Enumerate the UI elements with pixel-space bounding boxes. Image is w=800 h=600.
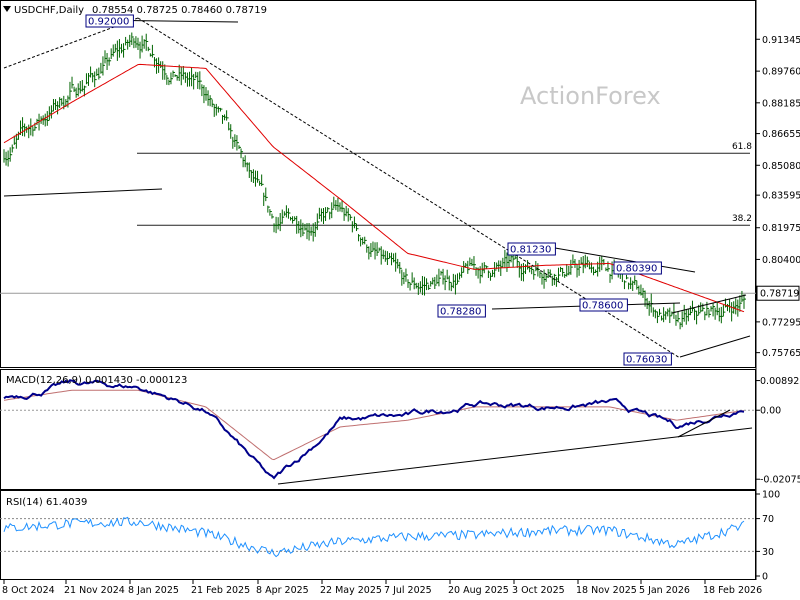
macd-signal-line (3, 389, 745, 461)
rsi-line (3, 516, 745, 558)
price-tick-label: 0.88185 (762, 98, 800, 109)
rsi-tick-label: 0 (762, 572, 768, 583)
level-box (85, 14, 134, 28)
date-tick-label: 18 Feb 2026 (703, 585, 762, 596)
current-price-label: 0.78719 (760, 289, 799, 300)
price-tick-label: 0.75765 (762, 348, 800, 359)
date-tick-label: 8 Apr 2025 (256, 585, 309, 596)
price-tick-label: 0.89760 (762, 67, 800, 78)
price-tick-label: 0.81975 (762, 223, 800, 234)
price-tick-label: 0.77295 (762, 317, 800, 328)
price-layer: 61.8 38.2 0.92000 0.81230 0.80390 0.78280 0.78… (0, 14, 756, 366)
support-line-left (3, 188, 163, 197)
level-box (437, 304, 486, 318)
trendline-main-dashed (137, 17, 681, 359)
macd-layer (0, 379, 756, 485)
macd-line (3, 379, 745, 480)
macd-tick-label: 0.00 (760, 406, 781, 417)
price-panel-frame (0, 0, 756, 368)
ohlc-readout: 0.78554 0.78725 0.78460 0.78719 (92, 5, 267, 16)
rsi-title: RSI(14) 61.4039 (6, 497, 87, 508)
channel-lower (679, 335, 751, 358)
date-tick-label: 8 Oct 2024 (2, 585, 55, 596)
symbol-label: USDCHF,Daily (14, 5, 84, 16)
date-tick-label: 8 Jan 2025 (128, 585, 179, 596)
level-label: 0.81230 (510, 245, 551, 256)
date-tick-label: 21 Feb 2025 (191, 585, 250, 596)
date-tick-label: 18 Nov 2025 (576, 585, 637, 596)
fib-level-label: 61.8 (732, 142, 752, 152)
level-box (623, 352, 672, 366)
date-tick-label: 5 Jan 2026 (639, 585, 690, 596)
date-tick-label: 20 Aug 2025 (448, 585, 509, 596)
rsi-tick-label: 100 (762, 490, 780, 501)
trendline-upper (554, 247, 696, 273)
axis-layer: 0.91345 0.89760 0.88185 0.86655 0.85080 0.835… (2, 35, 800, 596)
price-tick-label: 0.86655 (762, 129, 800, 140)
macd-title: MACD(12,26,9) 0.001430 -0.000123 (6, 375, 187, 386)
rsi-tick-label: 30 (762, 547, 774, 558)
macd-tick-label: -0.020759 (760, 475, 800, 486)
level-box (507, 242, 556, 256)
level-label: 0.78600 (582, 301, 623, 312)
watermark: ActionForex (520, 82, 661, 110)
level-box (579, 298, 628, 312)
date-tick-label: 21 Nov 2024 (64, 585, 125, 596)
macd-tick-label: 0.008923 (760, 376, 800, 387)
level-box (613, 261, 662, 275)
date-tick-label: 22 May 2025 (320, 585, 382, 596)
level-label: 0.92000 (88, 17, 129, 28)
date-tick-label: 7 Jul 2025 (384, 585, 432, 596)
macd-trendline (277, 427, 753, 485)
channel-upper (671, 294, 747, 314)
level-label: 0.78280 (440, 307, 481, 318)
rsi-panel-frame (0, 490, 756, 580)
price-tick-label: 0.85080 (762, 161, 800, 172)
rsi-layer (0, 516, 756, 558)
date-tick-label: 3 Oct 2025 (512, 585, 565, 596)
fib-level-label: 38.2 (732, 214, 752, 224)
current-price-tag (756, 285, 800, 301)
rsi-tick-label: 70 (762, 514, 774, 525)
price-tick-label: 0.80400 (762, 255, 800, 266)
level-label: 0.76030 (626, 355, 667, 366)
trendline-early-dashed (3, 17, 139, 69)
level-label: 0.80390 (616, 264, 657, 275)
price-tick-label: 0.91345 (762, 35, 800, 46)
price-tick-label: 0.83595 (762, 191, 800, 202)
macd-trendline-short (677, 409, 731, 438)
triangle-down-icon[interactable] (3, 6, 11, 12)
